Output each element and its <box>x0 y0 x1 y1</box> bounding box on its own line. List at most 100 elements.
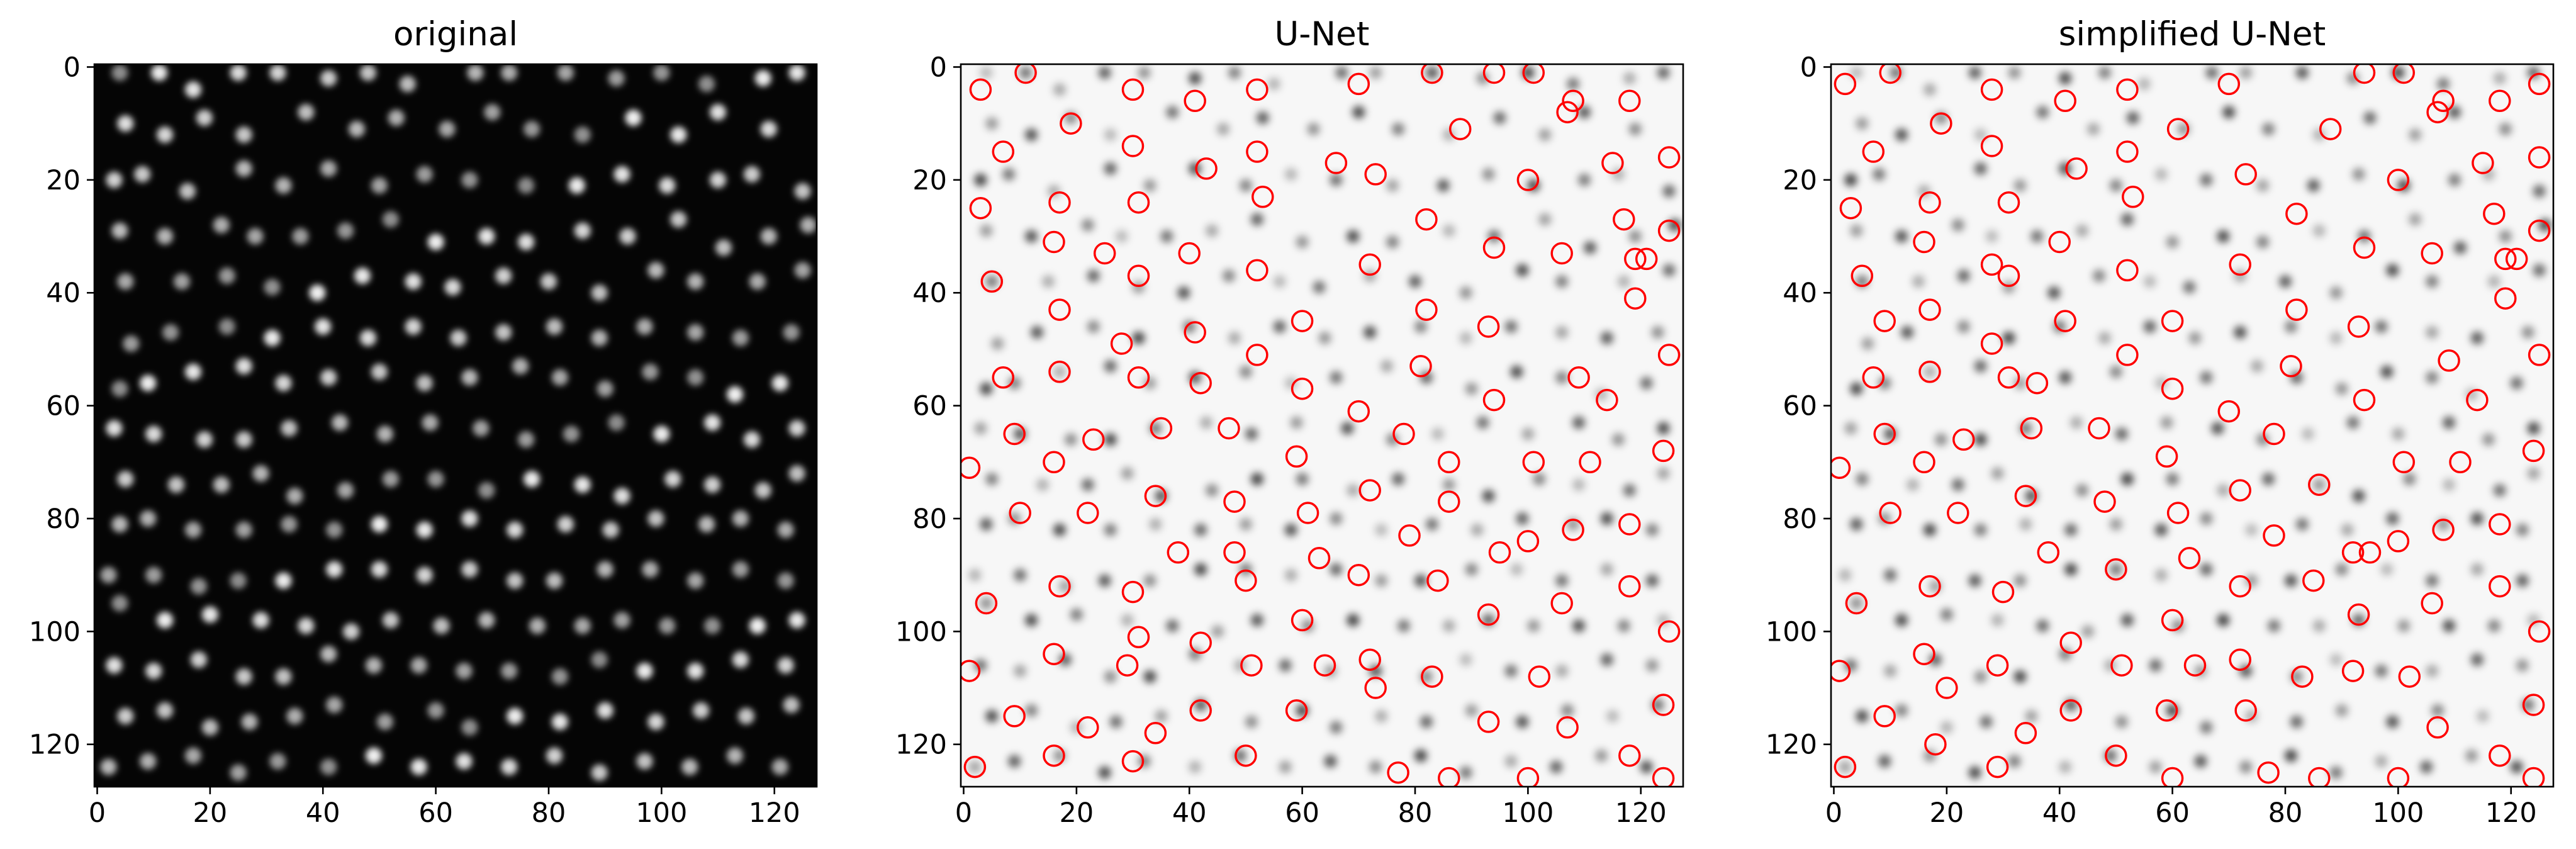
image-spot <box>478 228 495 245</box>
image-spot <box>1850 224 1863 237</box>
image-spot <box>1606 709 1619 722</box>
image-spot <box>185 81 201 98</box>
detection-marker <box>2522 767 2545 787</box>
detection-marker <box>1567 366 1590 389</box>
image-spot <box>563 425 580 442</box>
detection-marker <box>2308 767 2331 787</box>
detection-marker <box>2161 767 2184 787</box>
image-spot <box>1645 659 1659 672</box>
image-spot <box>2262 473 2275 486</box>
image-spot <box>1584 241 1596 254</box>
image-spot <box>608 414 625 431</box>
image-spot <box>1189 162 1202 175</box>
image-spot <box>1025 230 1038 243</box>
detection-marker <box>1997 264 2020 288</box>
image-spot <box>743 431 760 448</box>
detection-marker <box>2234 163 2257 186</box>
image-spot <box>2008 755 2021 768</box>
image-spot <box>1974 523 1987 536</box>
image-spot <box>2160 416 2173 429</box>
image-spot <box>410 657 427 674</box>
image-spot <box>647 510 664 527</box>
detection-marker <box>2280 355 2302 378</box>
detection-marker <box>2229 648 2251 671</box>
image-spot <box>974 173 987 186</box>
detection-marker <box>2048 230 2071 254</box>
x-tick-label: 40 <box>306 797 340 829</box>
detection-marker <box>1980 253 2003 276</box>
detection-marker <box>1127 191 1150 214</box>
image-spot <box>1087 320 1100 333</box>
plot-frame-simplified-unet <box>1830 63 2555 788</box>
image-spot <box>749 617 766 634</box>
detection-marker <box>1189 699 1212 722</box>
image-spot <box>1239 563 1252 576</box>
image-spot <box>1510 563 1523 576</box>
image-spot <box>1386 179 1399 192</box>
image-spot <box>2268 619 2280 633</box>
image-spot <box>1940 608 1953 621</box>
image-spot <box>557 516 574 532</box>
image-spot <box>1504 755 1518 768</box>
image-spot <box>1132 281 1145 294</box>
image-spot <box>2312 619 2326 633</box>
detection-marker <box>1077 716 1099 739</box>
image-spot <box>732 330 749 346</box>
image-spot <box>366 657 382 674</box>
image-spot <box>501 663 518 680</box>
image-spot <box>281 420 298 437</box>
detection-marker <box>2505 247 2528 271</box>
image-spot <box>416 166 433 183</box>
image-spot <box>2290 715 2303 728</box>
image-spot <box>1058 653 1072 666</box>
detections-simplified-unet <box>1831 64 2551 787</box>
image-spot <box>1567 77 1580 91</box>
detection-marker <box>1003 422 1026 446</box>
detection-marker <box>1991 580 2015 604</box>
detection-marker <box>2353 388 2376 412</box>
detection-marker <box>2166 118 2190 140</box>
image-spot <box>574 617 591 634</box>
detection-marker <box>1398 524 1421 547</box>
detection-marker <box>1845 592 1868 615</box>
image-spot <box>366 747 382 764</box>
image-spot <box>2149 659 2162 672</box>
image-spot <box>2013 670 2027 683</box>
image-spot <box>1980 715 1993 728</box>
image-spot <box>760 121 777 138</box>
x-tick-label: 20 <box>1060 797 1094 829</box>
image-spot <box>269 64 286 81</box>
detection-marker <box>1624 287 1647 310</box>
image-spot <box>596 702 613 719</box>
image-spot <box>1375 523 1388 536</box>
image-spot <box>1330 721 1343 734</box>
image-spot <box>1081 218 1094 232</box>
detection-marker <box>1831 660 1851 682</box>
image-spot <box>800 216 817 233</box>
detection-marker <box>2438 349 2460 372</box>
detection-marker <box>2302 569 2325 592</box>
x-tick-label: 100 <box>2372 797 2424 829</box>
image-spot <box>1662 184 1676 198</box>
image-spot <box>1284 376 1297 390</box>
image-spot <box>2222 106 2236 119</box>
image-spot <box>190 578 207 595</box>
image-spot <box>647 713 664 730</box>
image-spot <box>1104 128 1117 142</box>
image-spot <box>269 753 286 770</box>
detection-marker <box>1121 580 1145 604</box>
image-spot <box>201 606 218 623</box>
y-tick-label: 60 <box>912 391 947 422</box>
y-tick-label: 60 <box>1783 391 1817 422</box>
image-spot <box>704 617 721 634</box>
detection-marker <box>1657 219 1681 242</box>
image-spot <box>2329 766 2343 779</box>
image-spot <box>687 273 704 290</box>
panel-simplified-unet: simplified U-Net 0 20 40 60 80 100 120 0 20 40 60… <box>1766 15 2555 829</box>
detection-marker <box>2466 388 2489 412</box>
detection-marker <box>1831 456 1851 480</box>
image-spot <box>985 117 999 130</box>
image-spot <box>2346 416 2360 429</box>
image-spot <box>1025 614 1038 627</box>
image-spot <box>235 357 252 374</box>
